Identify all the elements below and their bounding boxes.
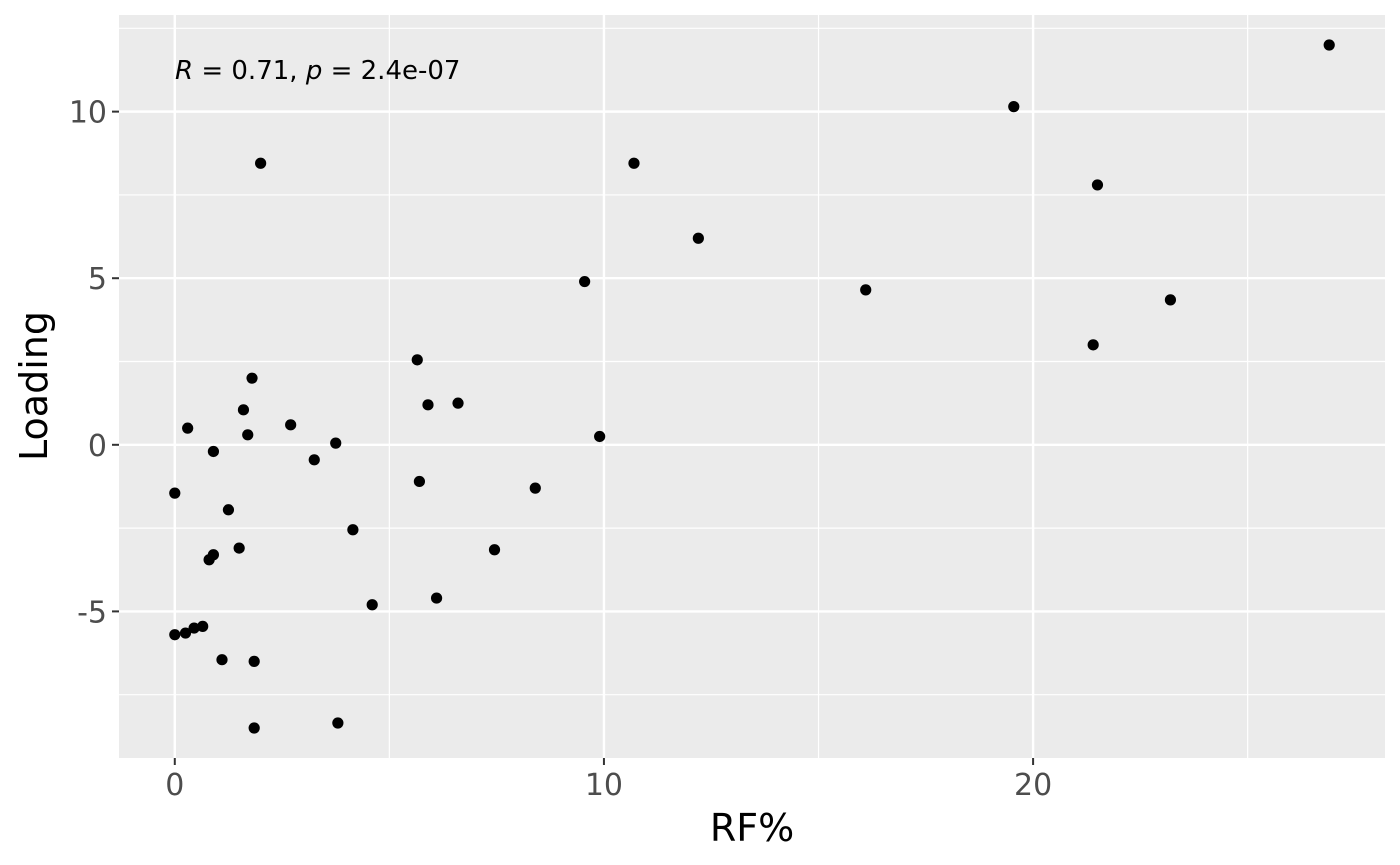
p-symbol: p <box>305 56 323 86</box>
data-point <box>222 504 235 516</box>
data-point <box>169 487 181 499</box>
x-axis-title: RF% <box>710 806 794 850</box>
major-gridlines <box>119 15 1385 758</box>
data-point <box>692 232 704 244</box>
r-symbol: R <box>175 56 193 86</box>
data-point <box>330 437 342 449</box>
minor-gridlines <box>119 15 1385 758</box>
data-point <box>237 404 250 416</box>
correlation-annotation: R = 0.71, p = 2.4e-07 <box>175 56 460 86</box>
data-point <box>248 655 260 667</box>
data-point <box>1164 294 1177 306</box>
data-point <box>413 475 426 488</box>
data-point <box>366 599 378 611</box>
data-point <box>246 372 258 384</box>
data-point <box>242 429 254 441</box>
x-tick-label: 20 <box>1014 768 1052 803</box>
data-point <box>860 284 872 296</box>
x-tick-label: 0 <box>165 768 184 803</box>
data-point <box>452 397 464 409</box>
y-tick-label: 5 <box>88 262 107 297</box>
r-value: = 0.71, <box>193 56 306 86</box>
p-value: = 2.4e-07 <box>322 56 460 86</box>
x-axis-ticks: 0 10 20 <box>165 758 1052 803</box>
data-point <box>430 592 443 604</box>
data-point <box>255 157 267 169</box>
y-tick-label: 10 <box>69 96 107 131</box>
data-point <box>285 419 297 431</box>
data-point <box>308 454 320 466</box>
data-point <box>197 620 209 632</box>
data-point <box>579 275 591 288</box>
y-tick-label: -5 <box>77 595 107 630</box>
data-point <box>188 622 200 634</box>
y-axis-title: Loading <box>12 311 56 461</box>
y-tick-label: 0 <box>88 429 107 464</box>
data-point <box>1091 179 1104 191</box>
x-tick-label: 10 <box>585 768 623 803</box>
data-point <box>248 722 260 734</box>
data-point <box>207 445 220 458</box>
plot-panel <box>119 15 1385 758</box>
data-point <box>332 717 344 729</box>
data-point <box>1087 339 1099 351</box>
data-point <box>182 422 194 434</box>
data-point <box>169 629 181 641</box>
data-point <box>203 554 215 566</box>
data-point <box>347 524 359 536</box>
data-point <box>411 354 423 366</box>
y-axis-ticks: -5 0 5 10 <box>69 96 119 630</box>
data-point <box>216 654 228 666</box>
data-point <box>1323 39 1335 51</box>
data-point <box>488 544 501 556</box>
data-point <box>529 482 541 494</box>
data-point <box>233 542 245 554</box>
data-point <box>594 430 606 443</box>
data-point <box>1008 101 1020 113</box>
data-point <box>628 157 640 169</box>
data-point <box>422 399 434 411</box>
data-points <box>169 39 1335 734</box>
data-point <box>179 627 192 639</box>
